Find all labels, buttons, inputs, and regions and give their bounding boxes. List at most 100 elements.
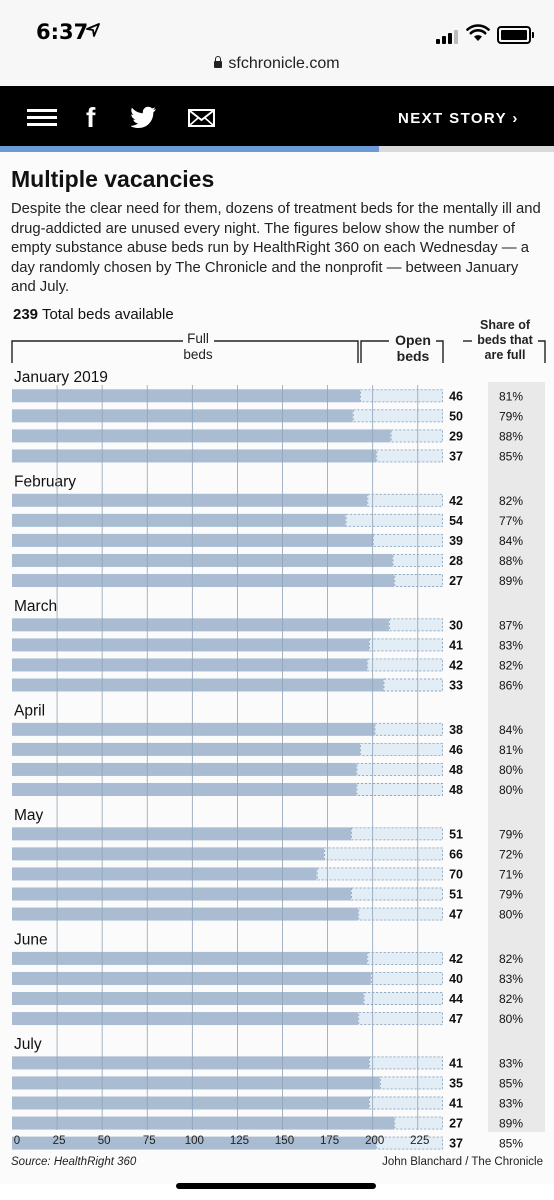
reading-progress-fill bbox=[0, 146, 380, 152]
bar-full bbox=[12, 389, 361, 403]
full-bracket-left bbox=[11, 340, 183, 363]
open-beds-value: 35 bbox=[449, 1076, 463, 1090]
open-beds-value: 38 bbox=[449, 723, 463, 737]
bar-open bbox=[367, 658, 443, 672]
bar-open-outline bbox=[372, 533, 443, 547]
bar-open bbox=[390, 429, 443, 443]
bar-open-outline bbox=[379, 1076, 443, 1090]
bar-full bbox=[12, 1012, 359, 1026]
share-full-value: 71% bbox=[499, 867, 523, 881]
open-beds-value: 70 bbox=[449, 867, 463, 881]
bar-open-outline bbox=[358, 907, 443, 921]
credit-note: John Blanchard / The Chronicle bbox=[382, 1156, 543, 1168]
home-indicator[interactable] bbox=[176, 1183, 376, 1189]
address-bar[interactable]: sfchronicle.com bbox=[0, 50, 554, 86]
open-beds-value: 33 bbox=[449, 679, 463, 693]
bar-open-outline bbox=[356, 783, 443, 796]
facebook-icon[interactable]: f bbox=[86, 102, 96, 133]
total-beds-text: Total beds available bbox=[41, 306, 174, 323]
bar-open-outline bbox=[374, 722, 443, 736]
bar-open-outline bbox=[345, 513, 443, 527]
bar-open bbox=[367, 493, 443, 507]
bar-open-outline bbox=[383, 678, 443, 692]
x-tick-label: 125 bbox=[230, 1135, 249, 1147]
bar-open-outline bbox=[367, 951, 443, 965]
bar-open-outline bbox=[367, 493, 443, 507]
open-beds-value: 51 bbox=[449, 888, 463, 902]
mail-icon[interactable] bbox=[188, 109, 215, 127]
open-beds-value: 44 bbox=[449, 992, 463, 1006]
open-beds-value: 27 bbox=[449, 1117, 463, 1131]
share-full-value: 80% bbox=[499, 1012, 523, 1026]
location-arrow-icon bbox=[86, 23, 100, 37]
chart-subtitle: Despite the clear need for them, dozens … bbox=[11, 201, 541, 295]
x-tick-label: 225 bbox=[410, 1135, 429, 1147]
bar-open bbox=[383, 678, 443, 692]
bar-open bbox=[369, 1056, 443, 1070]
total-beds-label: 239 Total beds available bbox=[13, 306, 174, 323]
open-bracket-right bbox=[436, 340, 444, 363]
open-beds-value: 27 bbox=[449, 574, 463, 588]
open-beds-value: 48 bbox=[449, 783, 463, 797]
chevron-right-icon: › bbox=[512, 110, 519, 127]
bar-open bbox=[369, 1096, 443, 1110]
bar-full bbox=[12, 992, 364, 1005]
share-full-value: 84% bbox=[499, 534, 523, 548]
share-full-value: 89% bbox=[499, 574, 523, 588]
share-full-value: 88% bbox=[499, 554, 523, 568]
bar-full bbox=[12, 513, 346, 527]
month-label: June bbox=[14, 932, 48, 949]
month-label: April bbox=[14, 703, 45, 720]
share-full-value: 83% bbox=[499, 1056, 523, 1070]
header-share-line1: Share of bbox=[480, 318, 531, 332]
share-full-value: 86% bbox=[499, 679, 523, 693]
status-bar: 6:37 bbox=[0, 0, 554, 50]
bar-open-outline bbox=[360, 389, 443, 403]
share-full-value: 79% bbox=[499, 827, 523, 841]
reading-progress-bar bbox=[0, 146, 554, 152]
month-label: May bbox=[14, 807, 44, 824]
share-full-value: 83% bbox=[499, 972, 523, 986]
bar-open bbox=[367, 951, 443, 965]
hamburger-icon[interactable] bbox=[27, 109, 57, 126]
header-open-line2: beds bbox=[397, 348, 430, 364]
bar-open bbox=[351, 827, 443, 841]
bar-full bbox=[12, 1076, 380, 1090]
article-nav-bar bbox=[0, 86, 554, 146]
open-beds-value: 46 bbox=[449, 743, 463, 757]
bar-full bbox=[12, 658, 368, 672]
share-full-value: 72% bbox=[499, 847, 523, 861]
bar-open-outline bbox=[369, 1096, 443, 1110]
next-story-link[interactable]: NEXT STORY › bbox=[398, 110, 519, 127]
bar-open-outline bbox=[363, 992, 443, 1005]
share-full-value: 77% bbox=[499, 514, 523, 528]
open-beds-value: 29 bbox=[449, 429, 463, 443]
open-beds-value: 66 bbox=[449, 847, 463, 861]
header-full-line1: Full bbox=[187, 331, 209, 346]
bar-full bbox=[12, 783, 357, 796]
bar-full bbox=[12, 1056, 370, 1070]
bar-open-outline bbox=[324, 847, 443, 861]
share-full-value: 82% bbox=[499, 494, 523, 508]
share-full-value: 82% bbox=[499, 658, 523, 672]
open-beds-value: 42 bbox=[449, 658, 463, 672]
twitter-icon[interactable] bbox=[131, 106, 157, 128]
x-tick-label: 100 bbox=[185, 1135, 204, 1147]
month-label: February bbox=[14, 474, 76, 491]
chart-title: Multiple vacancies bbox=[11, 166, 215, 192]
bar-open bbox=[394, 574, 443, 587]
open-beds-value: 46 bbox=[449, 389, 463, 403]
bar-open bbox=[372, 533, 443, 547]
bar-open bbox=[358, 1012, 443, 1026]
bar-open-outline bbox=[376, 449, 443, 463]
share-full-value: 81% bbox=[499, 389, 523, 403]
share-full-value: 85% bbox=[499, 1137, 523, 1151]
header-open-line1: Open bbox=[395, 332, 431, 348]
header-full-line2: beds bbox=[183, 347, 213, 362]
bar-open-outline bbox=[356, 763, 443, 776]
bar-open-outline bbox=[358, 1012, 443, 1025]
open-beds-value: 51 bbox=[449, 827, 463, 841]
bar-full bbox=[12, 429, 391, 443]
bar-open bbox=[360, 742, 443, 756]
